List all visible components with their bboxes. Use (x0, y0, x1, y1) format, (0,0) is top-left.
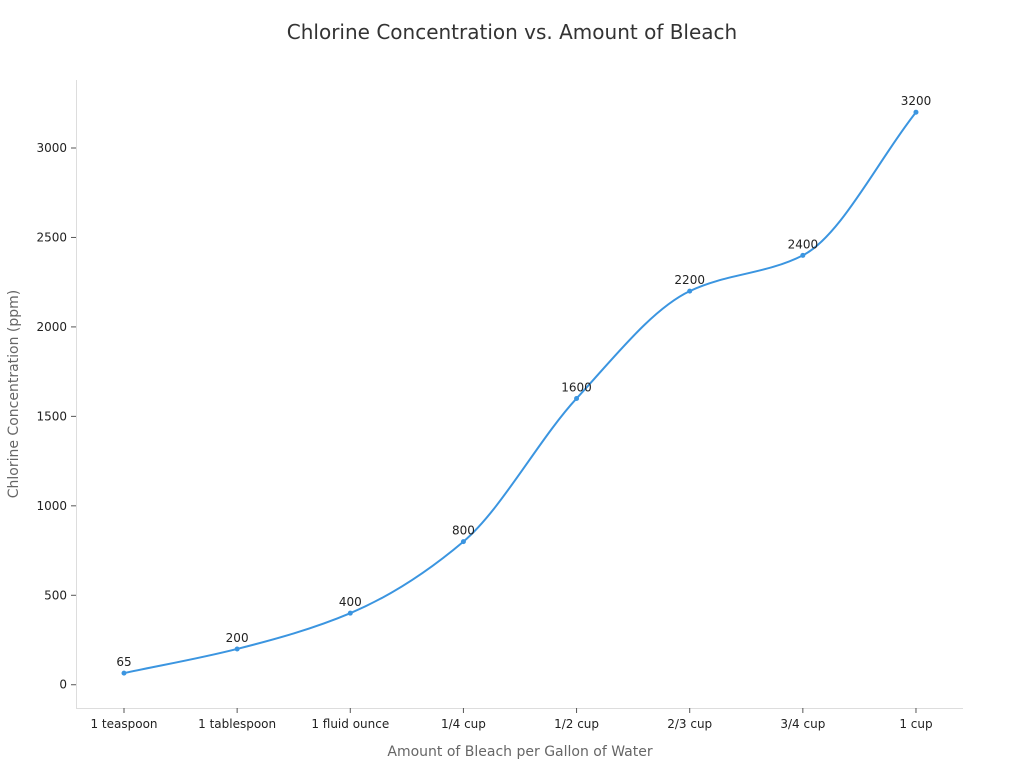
data-labels: 65 200 400 800 1600 2200 2400 3200 (116, 94, 931, 669)
y-tick-label: 1000 (36, 499, 67, 513)
data-point (687, 288, 693, 294)
data-label: 2200 (674, 273, 705, 287)
x-tick-label: 1 cup (899, 717, 932, 731)
data-label: 1600 (561, 380, 592, 394)
y-axis-ticks: 0 500 1000 1500 2000 2500 3000 (36, 141, 76, 692)
data-label: 800 (452, 524, 475, 538)
y-axis-title: Chlorine Concentration (ppm) (6, 290, 22, 499)
y-tick-label: 0 (59, 678, 67, 692)
x-tick-label: 1/4 cup (441, 717, 486, 731)
data-points (121, 109, 919, 676)
data-label: 65 (116, 655, 131, 669)
data-point (460, 539, 466, 545)
y-tick-label: 3000 (36, 141, 67, 155)
data-point (347, 610, 353, 616)
data-point (800, 252, 806, 258)
data-point (234, 646, 240, 652)
y-tick-label: 500 (44, 588, 67, 602)
series-line (123, 111, 917, 675)
data-point (121, 670, 127, 676)
y-tick-label: 2000 (36, 320, 67, 334)
x-tick-label: 1/2 cup (554, 717, 599, 731)
data-point (574, 395, 580, 401)
x-tick-label: 2/3 cup (667, 717, 712, 731)
data-label: 400 (339, 595, 362, 609)
x-axis-title: Amount of Bleach per Gallon of Water (387, 744, 652, 760)
data-label: 2400 (788, 237, 819, 251)
x-tick-label: 1 fluid ounce (311, 717, 389, 731)
chart-title: Chlorine Concentration vs. Amount of Ble… (286, 20, 738, 44)
data-point (913, 109, 919, 115)
x-tick-label: 1 teaspoon (90, 717, 157, 731)
data-label: 3200 (901, 94, 932, 108)
x-tick-label: 1 tablespoon (198, 717, 276, 731)
data-label: 200 (226, 631, 249, 645)
x-axis-ticks: 1 teaspoon 1 tablespoon 1 fluid ounce 1/4 c… (90, 708, 933, 731)
x-tick-label: 3/4 cup (780, 717, 825, 731)
y-tick-label: 2500 (36, 230, 67, 244)
y-tick-label: 1500 (36, 409, 67, 423)
